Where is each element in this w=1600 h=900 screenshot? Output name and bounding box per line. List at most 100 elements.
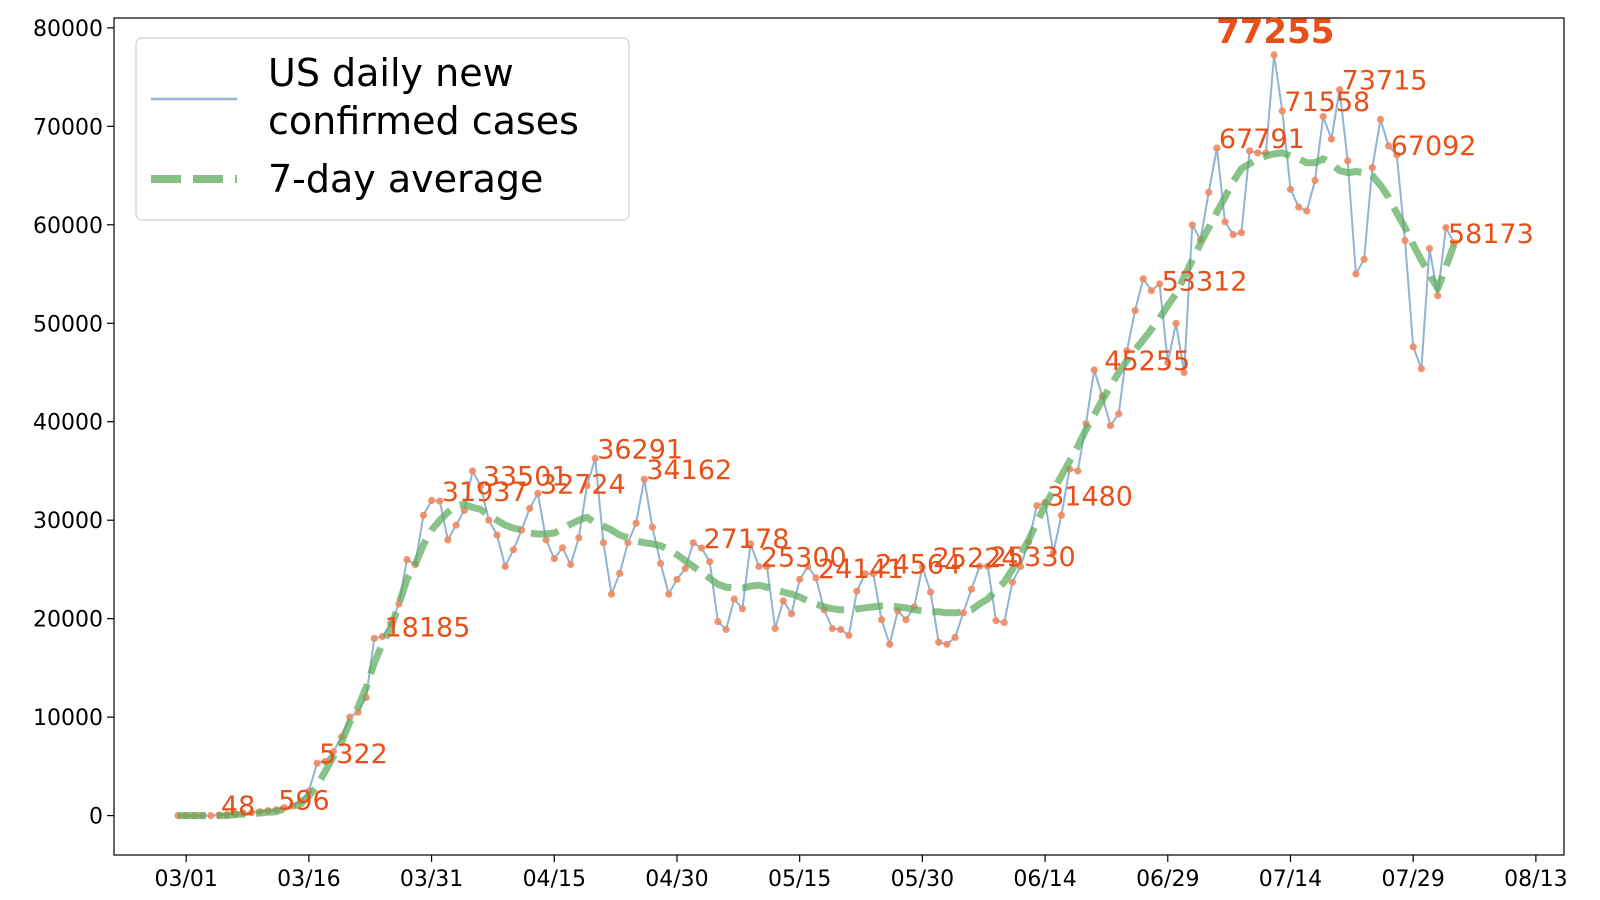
data-point-daily (501, 562, 509, 571)
data-point-daily (542, 536, 550, 544)
data-point-daily (1237, 229, 1245, 237)
data-point-daily (869, 570, 877, 578)
data-label-annotation: 32724 (540, 469, 626, 500)
data-point-daily (567, 560, 575, 569)
y-tick-label: 10000 (33, 706, 103, 731)
y-tick-label: 50000 (33, 312, 103, 337)
data-point-daily (599, 539, 608, 547)
data-point-daily (370, 634, 378, 643)
data-point-daily (755, 562, 763, 571)
data-point-daily (738, 605, 747, 613)
data-label-annotation: 25330 (990, 542, 1076, 573)
data-point-daily (1385, 142, 1393, 150)
data-point-daily (976, 562, 984, 570)
data-point-daily (583, 482, 591, 490)
data-point-daily (1229, 231, 1237, 239)
legend-box (135, 37, 630, 221)
data-label-annotation: 18185 (385, 613, 471, 644)
data-point-daily (558, 544, 567, 552)
data-point-daily (1393, 151, 1401, 159)
data-point-daily (1368, 164, 1376, 172)
data-point-daily (1336, 86, 1344, 94)
data-point-daily (1131, 306, 1139, 315)
x-tick-label: 06/14 (1013, 867, 1076, 892)
data-point-daily (444, 536, 452, 544)
data-point-daily (722, 625, 730, 634)
data-point-daily (771, 624, 779, 633)
data-point-daily (550, 555, 558, 563)
data-label-annotation: 5322 (319, 739, 388, 770)
data-point-daily (967, 585, 976, 593)
data-point-daily (1221, 218, 1229, 226)
y-tick-label: 70000 (33, 115, 103, 140)
data-point-daily (1401, 236, 1409, 245)
data-point-daily (1434, 292, 1442, 300)
data-label-annotation: 25300 (761, 543, 847, 574)
data-label-annotation: 53312 (1162, 267, 1248, 298)
data-point-daily (1286, 185, 1295, 193)
x-axis: 03/01 03/16 03/31 04/15 04/30 05/15 05/30 06/14… (154, 855, 1568, 892)
data-point-daily (706, 558, 714, 566)
data-point-daily (1147, 287, 1155, 295)
data-label-annotation: 33501 (483, 462, 569, 493)
data-point-daily (927, 588, 935, 596)
data-point-daily (1188, 221, 1196, 229)
data-point-daily (943, 640, 951, 648)
data-point-daily (804, 562, 812, 571)
data-point-daily (812, 574, 820, 582)
data-label-annotation: 71558 (1284, 87, 1370, 118)
data-point-daily (1319, 112, 1327, 121)
data-point-daily (1278, 107, 1286, 115)
data-point-daily (1254, 149, 1262, 157)
data-point-daily (452, 521, 460, 529)
data-point-daily (1074, 467, 1082, 475)
y-tick-label: 80000 (33, 17, 103, 42)
data-point-daily (526, 504, 534, 512)
y-tick-label: 20000 (33, 608, 103, 633)
series-line-average (178, 149, 1458, 820)
data-point-daily (1057, 511, 1065, 519)
data-point-daily (673, 575, 681, 583)
data-label-annotation: 596 (278, 786, 330, 817)
data-label-annotation: 34162 (646, 455, 732, 486)
data-point-daily (992, 617, 1000, 625)
data-point-daily (1000, 619, 1008, 627)
data-point-daily (1106, 422, 1115, 430)
data-point-daily (902, 616, 910, 624)
data-point-daily (591, 454, 599, 462)
x-tick-label: 07/29 (1381, 867, 1444, 892)
data-label-annotation: 36291 (597, 434, 683, 465)
data-label-annotation: 48 (221, 791, 255, 822)
data-point-daily (779, 597, 787, 605)
y-tick-label: 30000 (33, 509, 103, 534)
x-tick-label: 03/31 (400, 867, 463, 892)
data-point-daily (436, 497, 444, 505)
data-point-daily (248, 809, 256, 817)
y-tick-label: 40000 (33, 411, 103, 436)
data-point-daily (1295, 203, 1303, 211)
x-tick-label: 06/29 (1136, 867, 1199, 892)
data-label-annotation: 73715 (1342, 66, 1428, 97)
data-point-daily (845, 631, 853, 640)
data-point-daily (534, 489, 542, 497)
data-point-daily (607, 590, 616, 598)
data-point-daily (1442, 224, 1450, 232)
y-tick-label: 60000 (33, 214, 103, 239)
data-point-daily (575, 534, 583, 542)
data-point-daily (730, 595, 738, 603)
data-point-daily (763, 562, 771, 571)
data-point-daily (681, 564, 689, 573)
data-point-daily (1156, 280, 1164, 288)
data-point-daily (1246, 147, 1254, 155)
data-point-daily (837, 625, 845, 634)
data-point-daily (207, 812, 215, 820)
data-label-annotation: 25224 (933, 543, 1019, 574)
x-tick-label: 04/15 (523, 867, 586, 892)
data-point-daily (1164, 359, 1172, 367)
data-point-daily (1139, 275, 1147, 283)
data-point-daily (1172, 319, 1180, 327)
x-tick-label: 03/01 (154, 867, 217, 892)
data-point-daily (509, 546, 517, 554)
